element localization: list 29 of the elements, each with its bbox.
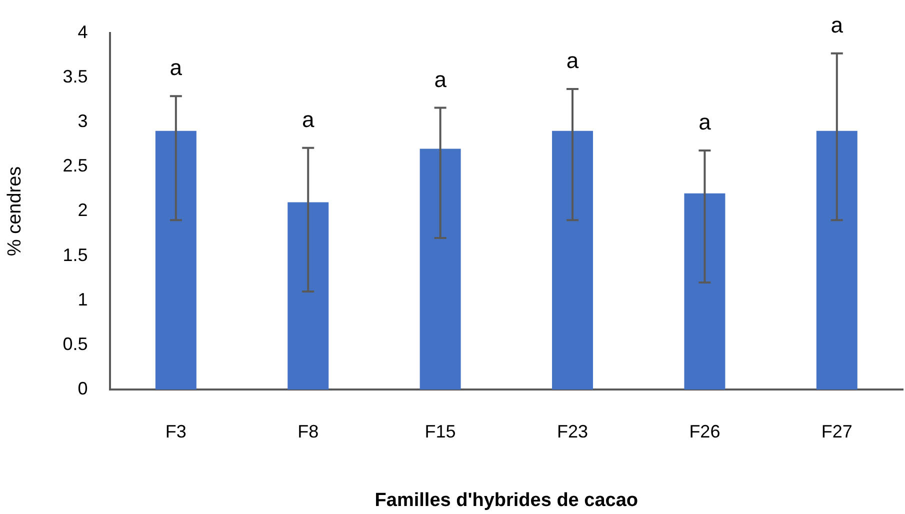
bar — [288, 202, 329, 390]
x-tick-label: F15 — [424, 421, 456, 442]
bar — [420, 148, 461, 390]
annotation: a — [830, 12, 844, 38]
x-tick-label: F3 — [165, 421, 186, 442]
annotation: a — [170, 55, 183, 80]
x-tick-label: F8 — [298, 421, 319, 442]
annotation: a — [434, 66, 448, 92]
bar — [816, 130, 858, 390]
y-tick-label: 4 — [78, 22, 88, 42]
annotation: a — [698, 110, 712, 135]
x-axis-title: Familles d'hybrides de cacao — [374, 490, 638, 511]
x-tick-label: F26 — [689, 421, 720, 442]
y-tick-label: 3.5 — [62, 66, 88, 86]
y-tick-label: 1.5 — [62, 244, 88, 265]
y-tick-label: 3 — [78, 110, 88, 131]
annotation: a — [302, 106, 315, 132]
y-tick-label: 0.5 — [62, 334, 88, 354]
bar — [552, 130, 593, 390]
bar — [684, 193, 726, 390]
x-tick-label: F27 — [821, 421, 852, 442]
y-axis-title: % cendres — [4, 166, 26, 256]
y-tick-label: 2.5 — [62, 156, 88, 176]
y-tick-label: 0 — [78, 378, 88, 399]
annotation: a — [566, 48, 580, 74]
bar — [155, 130, 196, 390]
y-tick-label: 1 — [78, 289, 88, 310]
x-tick-label: F23 — [556, 421, 588, 442]
y-tick-label: 2 — [78, 200, 88, 220]
